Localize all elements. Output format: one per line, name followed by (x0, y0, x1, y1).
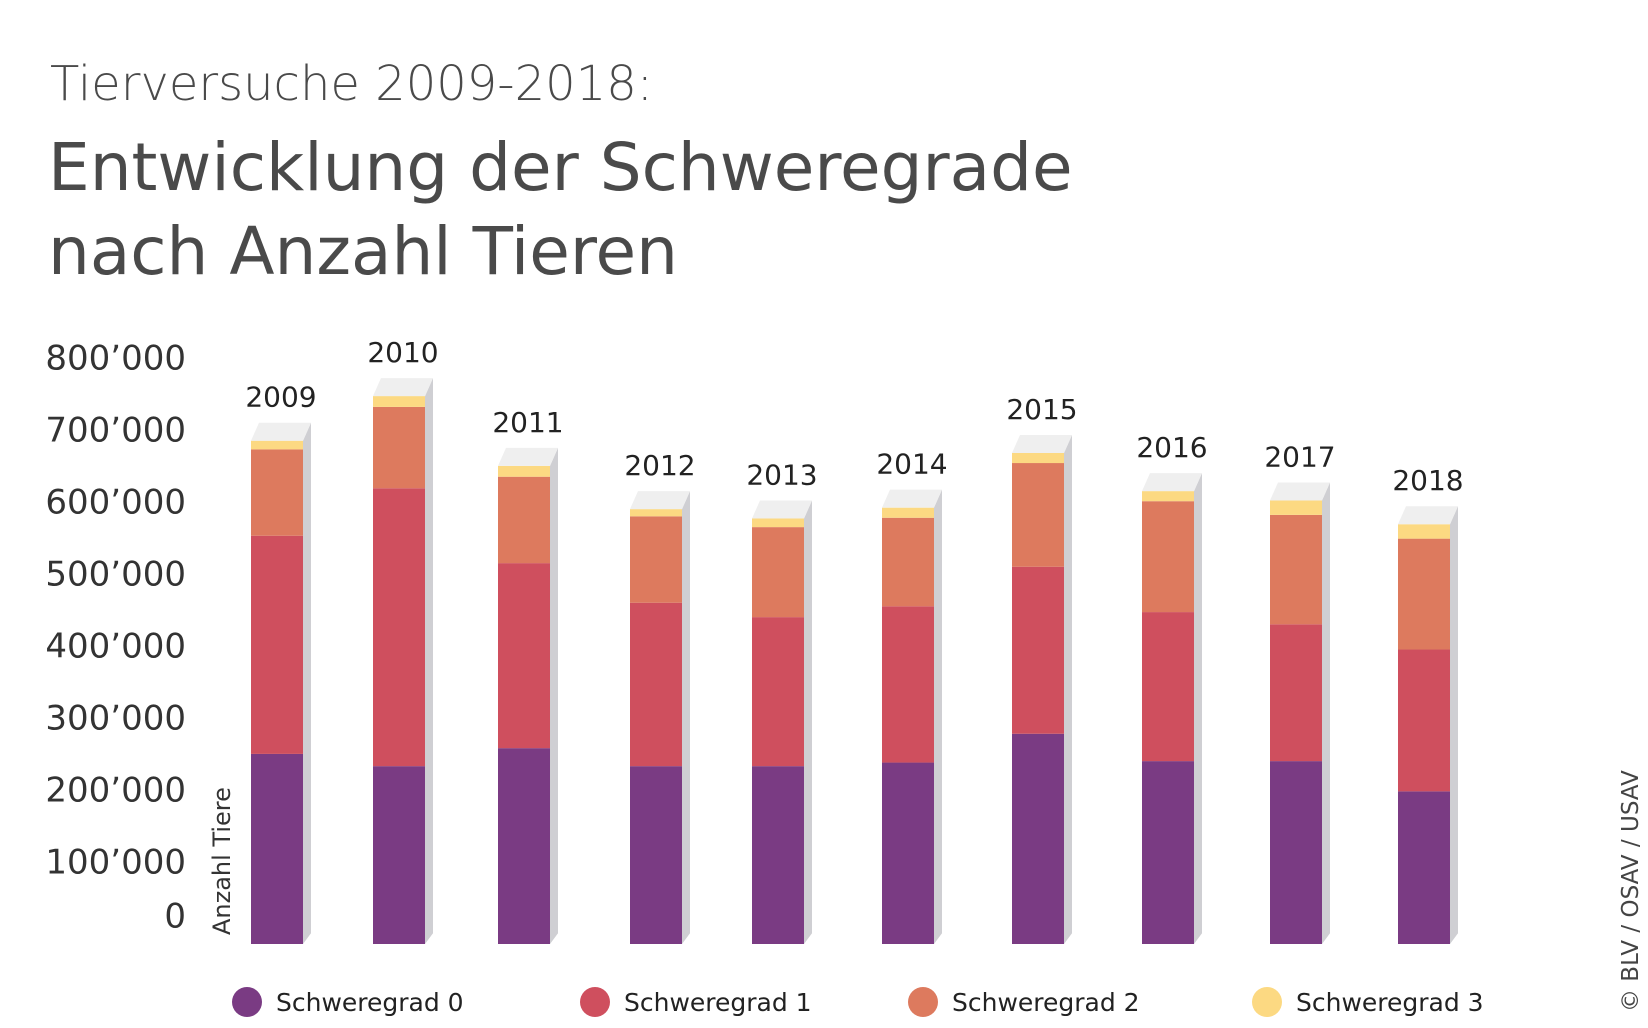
bar-segment-2015-s3 (1012, 452, 1064, 464)
bar-segment-2017-s3 (1270, 500, 1322, 515)
y-tick-label: 400’000 (45, 627, 186, 667)
bar-segment-2014-s0 (882, 762, 934, 944)
category-label-2014: 2014 (876, 448, 947, 481)
legend-swatch-2 (908, 987, 938, 1017)
category-label-2015: 2015 (1006, 393, 1077, 426)
bar-segment-2009-s1 (251, 535, 303, 754)
bar-top-2010 (373, 378, 433, 397)
legend-label-1: Schweregrad 1 (624, 987, 812, 1017)
bar-segment-2017-s0 (1270, 761, 1322, 944)
bar-top-2017 (1270, 482, 1330, 501)
y-tick-label: 800’000 (45, 339, 186, 379)
legend-item-schweregrad-0: Schweregrad 0 (232, 980, 464, 1024)
bar-side-2012 (682, 491, 690, 944)
y-tick-label: 100’000 (45, 843, 186, 883)
bar-segment-2011-s3 (498, 465, 550, 477)
bar-segment-2013-s1 (752, 617, 804, 767)
bar-segment-2014-s2 (882, 517, 934, 607)
bar-segment-2010-s1 (373, 488, 425, 767)
copyright-credit: © BLV / OSAV / USAV (1618, 770, 1644, 1012)
bar-top-2011 (498, 447, 558, 466)
bar-segment-2017-s1 (1270, 624, 1322, 762)
bar-segment-2012-s1 (630, 602, 682, 767)
bar-segment-2010-s2 (373, 406, 425, 489)
chart-title-line-1: Entwicklung der Schweregrade (48, 129, 1073, 206)
bar-segment-2013-s3 (752, 518, 804, 528)
bar-segment-2012-s0 (630, 766, 682, 944)
y-tick-label: 0 (164, 897, 186, 937)
bar-side-2015 (1064, 434, 1072, 944)
bar-segment-2016-s0 (1142, 761, 1194, 944)
bar-top-2018 (1398, 506, 1458, 525)
legend-swatch-3 (1252, 987, 1282, 1017)
chart-title: Entwicklung der Schweregrade nach Anzahl… (48, 126, 1073, 294)
legend-swatch-0 (232, 987, 262, 1017)
chart-title-line-2: nach Anzahl Tieren (48, 213, 678, 290)
bar-segment-2015-s0 (1012, 733, 1064, 944)
bar-segment-2018-s0 (1398, 791, 1450, 944)
bar-segment-2010-s0 (373, 766, 425, 944)
legend-item-schweregrad-1: Schweregrad 1 (580, 980, 812, 1024)
legend-label-0: Schweregrad 0 (276, 987, 464, 1017)
y-tick-label: 300’000 (45, 699, 186, 739)
bar-segment-2016-s3 (1142, 491, 1194, 502)
y-tick-label: 600’000 (45, 483, 186, 523)
legend-item-schweregrad-2: Schweregrad 2 (908, 980, 1140, 1024)
legend-label-3: Schweregrad 3 (1296, 987, 1484, 1017)
bar-segment-2011-s1 (498, 563, 550, 749)
bar-top-2012 (630, 491, 690, 510)
bar-segment-2011-s0 (498, 748, 550, 944)
category-label-2009: 2009 (245, 381, 316, 414)
bar-segment-2013-s2 (752, 527, 804, 618)
bar-top-2013 (752, 500, 812, 519)
bar-segment-2016-s1 (1142, 612, 1194, 762)
bar-side-2013 (804, 500, 812, 944)
bar-segment-2016-s2 (1142, 501, 1194, 613)
bar-top-2015 (1012, 434, 1072, 453)
bar-side-2009 (303, 422, 311, 945)
bar-segment-2018-s2 (1398, 538, 1450, 650)
bar-top-2014 (882, 489, 942, 508)
bar-side-2010 (425, 378, 433, 945)
category-label-2012: 2012 (624, 449, 695, 482)
bar-segment-2010-s3 (373, 396, 425, 407)
bar-segment-2012-s2 (630, 516, 682, 603)
bar-top-2009 (251, 422, 311, 441)
bar-segment-2011-s2 (498, 476, 550, 564)
chart-legend: Schweregrad 0 Schweregrad 1 Schweregrad … (0, 980, 1560, 1024)
chart-subtitle: Tierversuche 2009-2018: (50, 56, 653, 112)
y-tick-label: 700’000 (45, 411, 186, 451)
bar-side-2014 (934, 489, 942, 944)
category-label-2018: 2018 (1392, 464, 1463, 497)
bar-segment-2013-s0 (752, 766, 804, 944)
legend-swatch-1 (580, 987, 610, 1017)
bar-segment-2015-s2 (1012, 463, 1064, 567)
bar-segment-2014-s1 (882, 606, 934, 763)
bar-segment-2009-s2 (251, 449, 303, 536)
category-label-2011: 2011 (492, 406, 563, 439)
bar-segment-2018-s1 (1398, 649, 1450, 792)
bar-segment-2009-s0 (251, 753, 303, 944)
stacked-bar-chart: 0 100’000 200’000 300’000 400’000 500’000 600’… (45, 336, 1464, 945)
category-label-2013: 2013 (746, 458, 817, 491)
bar-segment-2015-s1 (1012, 566, 1064, 734)
category-label-2017: 2017 (1264, 440, 1335, 473)
y-tick-label: 200’000 (45, 771, 186, 811)
legend-label-2: Schweregrad 2 (952, 987, 1140, 1017)
bar-side-2018 (1450, 506, 1458, 944)
bar-segment-2018-s3 (1398, 524, 1450, 539)
y-axis-label: Anzahl Tiere (208, 787, 236, 935)
bar-segment-2017-s2 (1270, 514, 1322, 625)
bar-top-2016 (1142, 473, 1202, 492)
bar-segment-2009-s3 (251, 440, 303, 450)
category-label-2016: 2016 (1136, 431, 1207, 464)
category-label-2010: 2010 (367, 336, 438, 369)
bar-side-2017 (1322, 482, 1330, 944)
bar-side-2011 (550, 447, 558, 944)
legend-item-schweregrad-3: Schweregrad 3 (1252, 980, 1484, 1024)
bar-segment-2012-s3 (630, 509, 682, 517)
y-tick-label: 500’000 (45, 555, 186, 595)
bar-segment-2014-s3 (882, 507, 934, 518)
bar-side-2016 (1194, 473, 1202, 944)
